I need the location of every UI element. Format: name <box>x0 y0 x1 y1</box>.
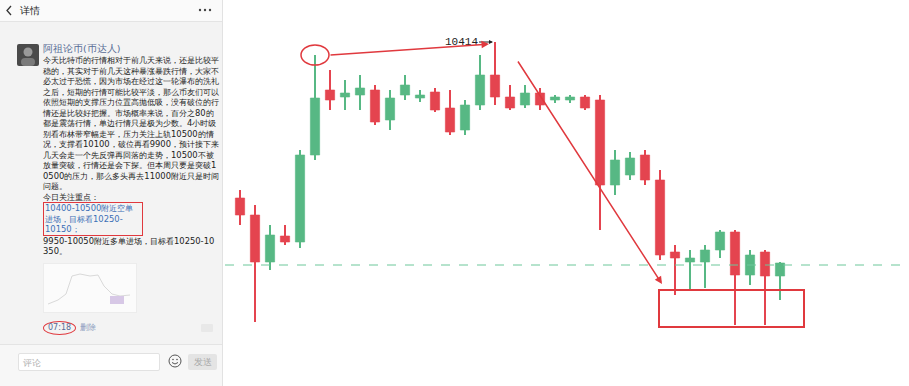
html-text:详情: 详情 <box>20 5 40 16</box>
html-text:阿祖论币(币达人): 阿祖论币(币达人) <box>43 43 121 54</box>
svg-text:10414: 10414 <box>445 36 478 48</box>
html-text:今日关注重点：: 今日关注重点： <box>43 191 99 202</box>
html-text:9950-10050附近多单进场，目标看10250-1035: 9950-10050附近多单进场，目标看10250-10350。 <box>43 235 215 256</box>
html-text:今天比特币的行情相对于前几天来说，还是比较平稳的，其实对于前: 今天比特币的行情相对于前几天来说，还是比较平稳的，其实对于前几天这种暴涨暴跌行情… <box>43 55 219 191</box>
html-text:评论: 评论 <box>23 358 41 368</box>
html-text:发送: 发送 <box>193 357 212 367</box>
html-text:删除: 删除 <box>80 322 97 332</box>
html-text:07:18: 07:18 <box>48 322 72 332</box>
html-text:10400-10500附近空单进场，目标看10250-101: 10400-10500附近空单进场，目标看10250-10150； <box>45 203 134 234</box>
